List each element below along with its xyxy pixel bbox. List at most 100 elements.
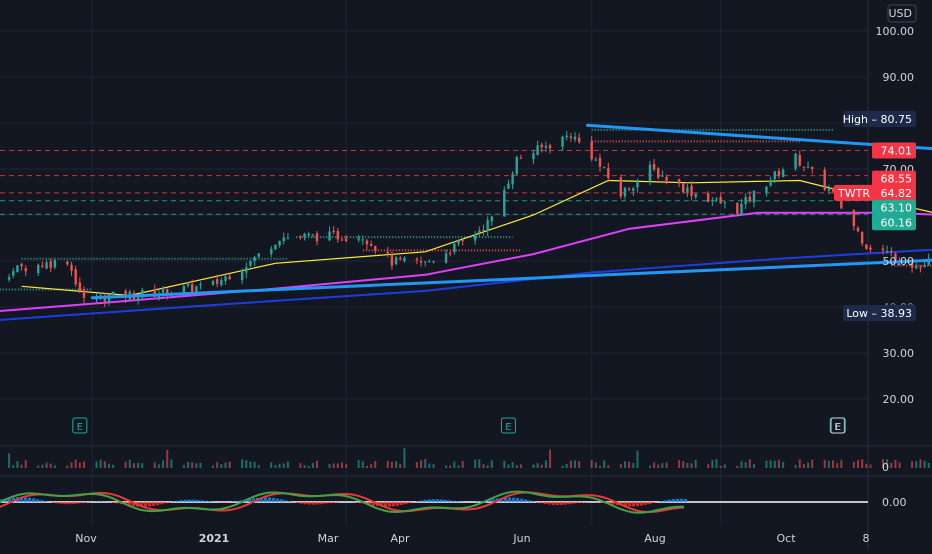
volume-bar (620, 464, 622, 468)
candle-body (503, 190, 505, 216)
candle-body (744, 197, 746, 204)
candle-body (428, 261, 430, 262)
histogram-bar (532, 501, 535, 502)
price-tag: 63.10 (872, 200, 916, 216)
candle-body (25, 268, 27, 271)
histogram-bar (400, 502, 403, 505)
volume-bar (362, 461, 364, 468)
volume-bar (341, 462, 343, 468)
volume-bar (258, 465, 260, 468)
volume-bar (711, 460, 713, 468)
candle-body (620, 177, 622, 196)
volume-bar (370, 464, 372, 468)
candle-body (374, 246, 376, 251)
histogram-bar (68, 502, 71, 504)
volume-bar (474, 460, 476, 468)
histogram-bar (444, 500, 447, 502)
histogram-bar (152, 502, 155, 506)
volume-bar (636, 451, 638, 468)
volume-bar (924, 461, 926, 468)
histogram-bar (628, 502, 631, 506)
volume-bar (374, 461, 376, 468)
candle-body (83, 289, 85, 297)
volume-bar (716, 459, 718, 468)
volume-bar (628, 462, 630, 468)
earnings-marker[interactable]: E (501, 418, 515, 433)
histogram-bar (288, 501, 291, 502)
candle-body (799, 155, 801, 166)
histogram-bar (632, 502, 635, 506)
time-axis-tick: Nov (75, 532, 97, 545)
volume-bar (433, 464, 435, 468)
volume-bar (691, 463, 693, 468)
volume-bar (549, 450, 551, 468)
candle-body (803, 167, 805, 168)
histogram-bar (280, 499, 283, 502)
volume-bar (224, 463, 226, 468)
volume-bar (836, 463, 838, 468)
volume-bar (16, 461, 18, 468)
volume-bar (358, 460, 360, 468)
histogram-bar (236, 501, 239, 502)
candle-body (112, 292, 114, 295)
volume-bar (487, 465, 489, 468)
histogram-bar (668, 500, 671, 502)
candle-body (183, 286, 185, 292)
volume-bar (12, 465, 14, 468)
candle-body (603, 167, 605, 168)
candle-body (432, 261, 434, 262)
volume-bar (686, 463, 688, 468)
candle-body (690, 186, 692, 196)
volume-bar (387, 461, 389, 468)
candle-body (695, 194, 697, 197)
candle-body (765, 187, 767, 193)
price-axis-tick: 90.00 (883, 71, 915, 84)
histogram-bar (672, 499, 675, 502)
candle-body (595, 160, 597, 161)
histogram-bar (332, 502, 335, 503)
volume-bar (649, 466, 651, 468)
volume-bar (591, 460, 593, 468)
histogram-bar (520, 499, 523, 502)
volume-bar (166, 450, 168, 468)
candle-body (187, 284, 189, 286)
candle-body (332, 231, 334, 232)
histogram-bar (312, 502, 315, 505)
volume-bar (865, 464, 867, 468)
volume-bar (416, 462, 418, 468)
volume-bar (308, 466, 310, 468)
candle-body (449, 253, 451, 254)
candle-body (461, 240, 463, 241)
earnings-marker[interactable]: E (73, 418, 87, 433)
volume-bar (853, 462, 855, 468)
trendline[interactable] (92, 243, 932, 298)
volume-bar (840, 460, 842, 468)
histogram-bar (112, 502, 115, 503)
histogram-bar (52, 502, 55, 503)
candle-body (590, 141, 592, 159)
candle-body (283, 237, 285, 241)
volume-bar (603, 460, 605, 468)
volume-bar (162, 460, 164, 468)
time-axis-tick: Oct (776, 532, 796, 545)
volume-bar (595, 463, 597, 468)
candle-body (632, 188, 634, 191)
volume-bar (403, 448, 405, 468)
histogram-bar (156, 502, 159, 505)
candle-body (665, 177, 667, 181)
histogram-bar (452, 501, 455, 502)
candle-body (303, 234, 305, 237)
volume-bar (869, 465, 871, 468)
histogram-bar (552, 502, 555, 505)
histogram-bar (392, 502, 395, 506)
histogram-bar (540, 502, 543, 503)
histogram-bar (652, 502, 655, 503)
candle-body (54, 260, 56, 267)
volume-bar (158, 464, 160, 468)
volume-bar (607, 465, 609, 468)
candle-body (599, 158, 601, 167)
histogram-bar (116, 502, 119, 503)
volume-bar (21, 465, 23, 468)
